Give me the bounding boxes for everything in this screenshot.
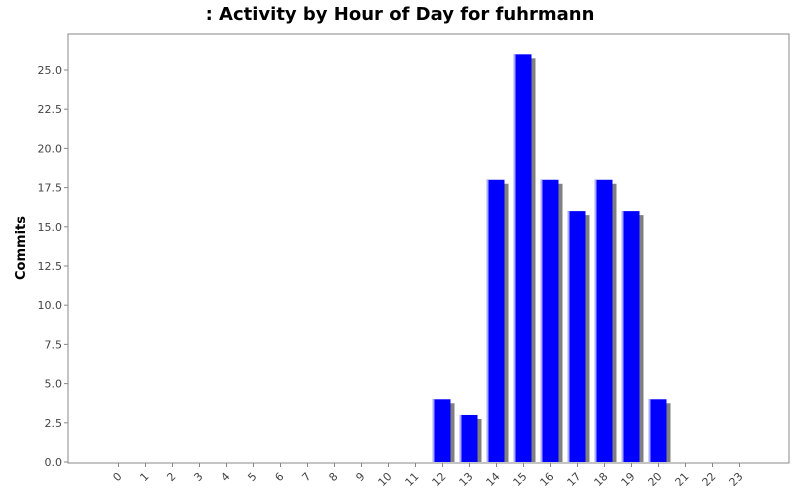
x-tick-label: 13 xyxy=(457,470,476,489)
x-tick-label: 20 xyxy=(646,470,665,489)
y-tick-label: 22.5 xyxy=(38,103,63,116)
x-tick-label: 7 xyxy=(299,470,313,484)
y-tick-label: 0.0 xyxy=(45,456,63,469)
x-tick-label: 1 xyxy=(137,470,151,484)
bar-highlight xyxy=(486,179,489,462)
y-tick-label: 17.5 xyxy=(38,182,63,195)
y-axis-title: Commits xyxy=(14,216,29,280)
y-tick-label: 15.0 xyxy=(38,221,63,234)
x-tick-label: 14 xyxy=(484,470,503,489)
bar xyxy=(594,179,613,462)
x-tick-label: 10 xyxy=(376,470,395,489)
bar xyxy=(621,211,640,462)
x-tick-label: 3 xyxy=(191,470,205,484)
bar xyxy=(567,211,586,462)
x-tick-label: 5 xyxy=(245,470,259,484)
x-tick-label: 16 xyxy=(538,470,557,489)
x-tick-label: 11 xyxy=(403,470,422,489)
y-tick-label: 5.0 xyxy=(45,378,63,391)
x-tick-label: 4 xyxy=(218,470,232,484)
x-tick-label: 0 xyxy=(110,470,124,484)
y-axis: 0.0 2.5 5.0 7.5 10.0 12.5 15.0 17.5 20.0 22.5 25.0 xyxy=(38,64,68,469)
y-tick-label: 25.0 xyxy=(38,64,63,77)
bar-highlight xyxy=(648,399,651,462)
bar-highlight xyxy=(594,179,597,462)
bar xyxy=(540,179,559,462)
bar xyxy=(513,54,532,462)
y-tick-label: 2.5 xyxy=(45,417,63,430)
x-tick-label: 22 xyxy=(700,470,719,489)
x-tick-label: 9 xyxy=(353,470,367,484)
bar xyxy=(459,414,478,462)
y-tick-label: 12.5 xyxy=(38,260,63,273)
y-tick-label: 20.0 xyxy=(38,142,63,155)
bar-highlight xyxy=(459,414,462,462)
x-tick-label: 2 xyxy=(164,470,178,484)
x-tick-label: 21 xyxy=(673,470,692,489)
x-tick-label: 8 xyxy=(326,470,340,484)
x-tick-label: 6 xyxy=(272,470,286,484)
bar-highlight xyxy=(540,179,543,462)
x-tick-label: 23 xyxy=(727,470,746,489)
bar xyxy=(648,399,667,462)
x-axis: 0 1 2 3 4 5 6 7 8 9 10 11 12 13 14 15 16 17 18 19 20 21 22 23 xyxy=(68,462,789,489)
bar xyxy=(486,179,505,462)
y-tick-label: 7.5 xyxy=(45,338,63,351)
x-tick-label: 17 xyxy=(565,470,584,489)
bar-highlight xyxy=(432,399,435,462)
x-tick-label: 12 xyxy=(430,470,449,489)
bars xyxy=(432,54,671,462)
bar-highlight xyxy=(513,54,516,462)
bar xyxy=(432,399,451,462)
y-tick-label: 10.0 xyxy=(38,299,63,312)
bar-highlight xyxy=(567,211,570,462)
chart-title: : Activity by Hour of Day for fuhrmann xyxy=(205,4,595,25)
x-tick-label: 19 xyxy=(619,470,638,489)
x-tick-label: 18 xyxy=(592,470,611,489)
bar-highlight xyxy=(621,211,624,462)
x-tick-label: 15 xyxy=(511,470,530,489)
plot-area xyxy=(67,33,790,464)
